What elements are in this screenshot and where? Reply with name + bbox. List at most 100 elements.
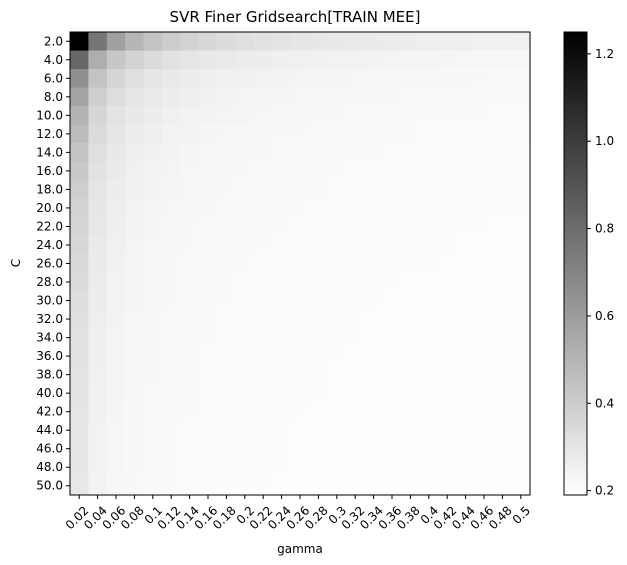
- heatmap-cell: [346, 143, 365, 163]
- heatmap-cell: [143, 365, 163, 385]
- heatmap-cell: [474, 161, 494, 181]
- heatmap-cell: [106, 476, 126, 496]
- heatmap-cell: [419, 50, 439, 70]
- heatmap-cell: [125, 457, 145, 478]
- heatmap-cell: [70, 198, 89, 218]
- heatmap-cell: [235, 87, 255, 107]
- heatmap-cell: [272, 476, 292, 496]
- heatmap-cell: [272, 383, 292, 403]
- heatmap-cell: [511, 272, 531, 292]
- heatmap-cell: [493, 402, 513, 422]
- heatmap-cell: [198, 180, 218, 200]
- heatmap-cell: [162, 87, 181, 107]
- heatmap-cell: [327, 476, 347, 496]
- heatmap-cell: [456, 402, 476, 422]
- heatmap-cell: [327, 198, 347, 218]
- heatmap-cell: [254, 383, 273, 403]
- heatmap-cell: [106, 50, 126, 70]
- heatmap-cell: [438, 439, 457, 459]
- heatmap-cell: [456, 457, 476, 478]
- heatmap-cell: [88, 346, 108, 366]
- heatmap-cell: [401, 161, 421, 181]
- heatmap-cell: [511, 87, 531, 107]
- heatmap-cell: [474, 272, 494, 292]
- heatmap-cell: [382, 69, 402, 89]
- y-tick-label: 36.0: [36, 349, 63, 363]
- heatmap-cell: [511, 254, 531, 274]
- heatmap-cell: [198, 346, 218, 366]
- heatmap-cell: [327, 180, 347, 200]
- heatmap-cell: [143, 346, 163, 366]
- heatmap-cell: [382, 180, 402, 200]
- heatmap-cell: [493, 87, 513, 107]
- heatmap-cell: [511, 161, 531, 181]
- heatmap-cell: [401, 124, 421, 144]
- heatmap-cell: [180, 161, 200, 181]
- heatmap-cell: [382, 476, 402, 496]
- heatmap-cell: [143, 69, 163, 89]
- heatmap-cell: [235, 50, 255, 70]
- heatmap-cell: [382, 124, 402, 144]
- heatmap-cell: [70, 420, 89, 441]
- heatmap-cell: [382, 143, 402, 163]
- heatmap-cell: [162, 254, 181, 274]
- heatmap-cell: [327, 365, 347, 385]
- heatmap-cell: [511, 217, 531, 237]
- heatmap-cell: [309, 235, 329, 255]
- heatmap-cell: [106, 180, 126, 200]
- heatmap-cell: [493, 383, 513, 403]
- heatmap-cell: [88, 272, 108, 292]
- heatmap-cell: [235, 309, 255, 329]
- colorbar-tick-label: 0.8: [595, 222, 614, 236]
- heatmap-cell: [438, 198, 457, 218]
- heatmap-cell: [456, 439, 476, 459]
- heatmap-cell: [327, 291, 347, 311]
- y-tick-label: 38.0: [36, 368, 63, 382]
- heatmap-cell: [272, 365, 292, 385]
- heatmap-cell: [474, 439, 494, 459]
- heatmap-cell: [346, 420, 365, 441]
- heatmap-cell: [493, 69, 513, 89]
- heatmap-cell: [290, 69, 310, 89]
- heatmap-cell: [493, 291, 513, 311]
- heatmap-cell: [382, 420, 402, 441]
- heatmap-cell: [346, 87, 365, 107]
- heatmap-cell: [125, 383, 145, 403]
- heatmap-cell: [511, 346, 531, 366]
- heatmap-cell: [419, 365, 439, 385]
- heatmap-cell: [438, 50, 457, 70]
- heatmap-cell: [70, 161, 89, 181]
- heatmap-cell: [235, 217, 255, 237]
- heatmap-cell: [88, 457, 108, 478]
- heatmap-cell: [217, 50, 237, 70]
- heatmap-cell: [162, 272, 181, 292]
- heatmap-cell: [272, 439, 292, 459]
- heatmap-cell: [198, 439, 218, 459]
- heatmap-cell: [254, 439, 273, 459]
- heatmap-cell: [217, 217, 237, 237]
- y-tick-label: 12.0: [36, 127, 63, 141]
- heatmap-cell: [382, 346, 402, 366]
- heatmap-cell: [125, 439, 145, 459]
- colorbar: [563, 31, 588, 496]
- heatmap-cell: [346, 235, 365, 255]
- heatmap-cell: [382, 235, 402, 255]
- heatmap-cell: [309, 50, 329, 70]
- heatmap-cell: [254, 291, 273, 311]
- heatmap-cell: [309, 291, 329, 311]
- y-tick-label: 16.0: [36, 164, 63, 178]
- heatmap-cell: [456, 217, 476, 237]
- heatmap-cell: [309, 180, 329, 200]
- heatmap-cell: [401, 272, 421, 292]
- heatmap-cell: [235, 402, 255, 422]
- heatmap-cell: [162, 291, 181, 311]
- heatmap-cell: [382, 106, 402, 126]
- heatmap-cell: [309, 124, 329, 144]
- heatmap-cell: [106, 402, 126, 422]
- heatmap-cell: [401, 69, 421, 89]
- heatmap-cell: [456, 346, 476, 366]
- heatmap-cell: [143, 161, 163, 181]
- heatmap-cell: [327, 69, 347, 89]
- heatmap-cell: [88, 420, 108, 441]
- heatmap-cell: [106, 383, 126, 403]
